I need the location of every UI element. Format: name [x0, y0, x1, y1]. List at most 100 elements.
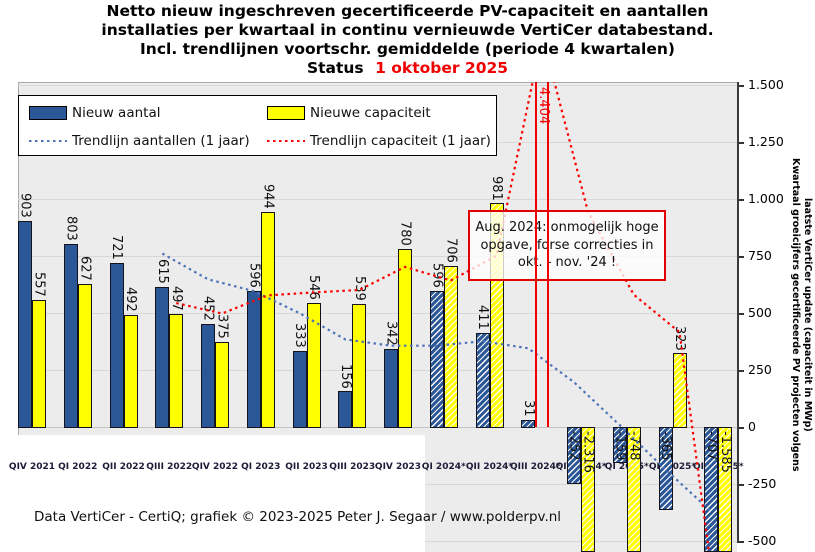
bar-value-label: -1.585: [717, 431, 733, 473]
bar-value-label: 411: [475, 305, 490, 331]
copyright-footer: Data VertiCer - CertiQ; grafiek © 2023-2…: [34, 509, 562, 525]
legend-label: Nieuw aantal: [72, 105, 161, 121]
bar-value-label: 981: [489, 175, 504, 201]
x-axis-label: QII 2023: [285, 462, 328, 472]
x-axis-label: QIII 2024*: [509, 462, 561, 472]
legend-item-nieuw-aantal: Nieuw aantal: [29, 105, 160, 121]
y-tick-label: 750: [748, 248, 772, 263]
y-axis-tick: [737, 142, 744, 144]
bar-value-label: 342: [383, 321, 399, 347]
chart-title: Netto nieuw ingeschreven gecertificeerde…: [0, 2, 815, 78]
y-tick-label: 1.500: [748, 77, 784, 92]
bar-value-label: -2.316: [580, 431, 596, 473]
bar-value-label: 156: [337, 363, 353, 389]
bar-nieuw-aantal: [201, 323, 215, 428]
y-axis-title-line-1: Kwartaal groeicijfers gecertificeerde PV…: [790, 158, 801, 472]
title-line-1: Netto nieuw ingeschreven gecertificeerde…: [106, 2, 709, 20]
y-axis-tick: [737, 199, 744, 201]
bar-nieuw-aantal: [338, 391, 353, 428]
x-axis-label: QI 2024*: [421, 462, 466, 472]
bar-nieuw-aantal: [246, 291, 261, 428]
y-axis-tick: [737, 541, 744, 543]
legend-swatch-blue-dotted-line: [29, 139, 67, 143]
legend: Nieuw aantal Nieuwe capaciteit Trendlijn…: [18, 95, 497, 156]
bar-value-label: 497: [168, 285, 184, 311]
y-axis-tick: [737, 427, 744, 429]
x-axis-label: QIV 2022: [191, 462, 239, 472]
bar-nieuw-aantal: [155, 286, 170, 428]
y-axis-tick: [737, 256, 744, 258]
y-axis-title-line-2: laatste VertiCer update (capaciteit in M…: [802, 198, 813, 432]
legend-label: Trendlijn capaciteit (1 jaar): [310, 133, 491, 149]
bar-nieuwe-capaciteit: [32, 300, 46, 428]
offscale-marker-line: [547, 82, 550, 427]
y-axis-title: Kwartaal groeicijfers gecertificeerde PV…: [789, 84, 813, 546]
bar-value-label: 323: [672, 325, 687, 351]
bar-value-label: 333: [292, 323, 307, 349]
y-tick-label: 1.000: [748, 191, 784, 206]
y-axis-tick: [737, 313, 744, 315]
bar-nieuwe-capaciteit: [260, 211, 275, 428]
gridline: [18, 199, 737, 200]
bar-nieuwe-capaciteit: [672, 353, 687, 428]
x-axis-label: QIII 2022: [146, 462, 193, 472]
x-axis-label: QI 2022: [58, 462, 98, 472]
legend-swatch-red-dotted-line: [267, 139, 305, 143]
bar-nieuw-aantal: [109, 262, 124, 428]
bar-value-label: -748: [626, 431, 642, 461]
bar-nieuwe-capaciteit: [215, 341, 229, 428]
y-tick-label: 250: [748, 362, 772, 377]
bar-nieuw-aantal: [521, 419, 536, 428]
bar-nieuw-aantal: [292, 351, 307, 428]
y-axis-tick: [737, 370, 744, 372]
bar-nieuwe-capaciteit: [443, 266, 458, 428]
bar-value-label: -159: [612, 431, 628, 461]
y-tick-label: 0: [748, 419, 756, 434]
bar-nieuwe-capaciteit: [398, 249, 412, 428]
bar-nieuwe-capaciteit: [306, 302, 321, 428]
y-axis-tick: [737, 484, 744, 486]
bar-value-label: 903: [17, 193, 33, 219]
bar-nieuw-aantal: [18, 221, 32, 428]
bar-value-label: 557: [31, 272, 47, 298]
legend-swatch-blue-bar: [29, 106, 67, 120]
bar-value-label: -365: [658, 431, 673, 461]
legend-label: Trendlijn aantallen (1 jaar): [72, 133, 250, 149]
annotation-box: Aug. 2024: onmogelijk hoge opgave, forse…: [468, 210, 666, 281]
x-axis-label: QIV 2023: [374, 462, 422, 472]
y-axis-tick: [737, 85, 744, 87]
x-axis-label: QII 2022: [102, 462, 145, 472]
footer-backdrop: [18, 435, 425, 552]
legend-item-nieuwe-capaciteit: Nieuwe capaciteit: [267, 105, 431, 121]
bar-nieuw-aantal: [63, 243, 78, 428]
x-axis-label: QII 2024*: [465, 462, 514, 472]
y-tick-label: -500: [748, 533, 777, 548]
bar-value-label: 615: [154, 258, 170, 284]
bar-value-label: 944: [260, 183, 276, 209]
y-tick-label: 500: [748, 305, 772, 320]
legend-item-trend-aantallen: Trendlijn aantallen (1 jaar): [29, 133, 250, 149]
y-axis-line: [737, 82, 739, 542]
bar-value-label: 627: [77, 256, 93, 282]
bar-value-label: -707: [703, 431, 719, 461]
y-tick-label: -250: [748, 476, 777, 491]
x-axis-label: QII 2025*: [648, 462, 697, 472]
x-axis-label: QI 2023: [241, 462, 281, 472]
bar-nieuwe-capaciteit: [77, 284, 92, 428]
title-line-3: Incl. trendlijnen voortschr. gemiddelde …: [140, 40, 675, 58]
offscale-marker-line: [535, 82, 538, 427]
title-line-2: installaties per kwartaal in continu ver…: [101, 21, 714, 39]
bar-value-label: 596: [429, 263, 445, 289]
bar-value-label: -252: [566, 431, 582, 461]
bar-value-label: 780: [397, 221, 413, 247]
bar-nieuw-aantal: [429, 291, 444, 428]
status-label: Status: [306, 59, 364, 77]
bar-value-label: 721: [109, 234, 124, 260]
legend-label: Nieuwe capaciteit: [310, 105, 431, 121]
bar-value-label: 803: [63, 216, 79, 241]
bar-value-label: 492: [123, 287, 138, 312]
bar-value-label: 539: [351, 276, 367, 302]
title-status-line: Status 1 oktober 2025: [0, 59, 815, 78]
bar-value-label: 706: [443, 238, 459, 264]
